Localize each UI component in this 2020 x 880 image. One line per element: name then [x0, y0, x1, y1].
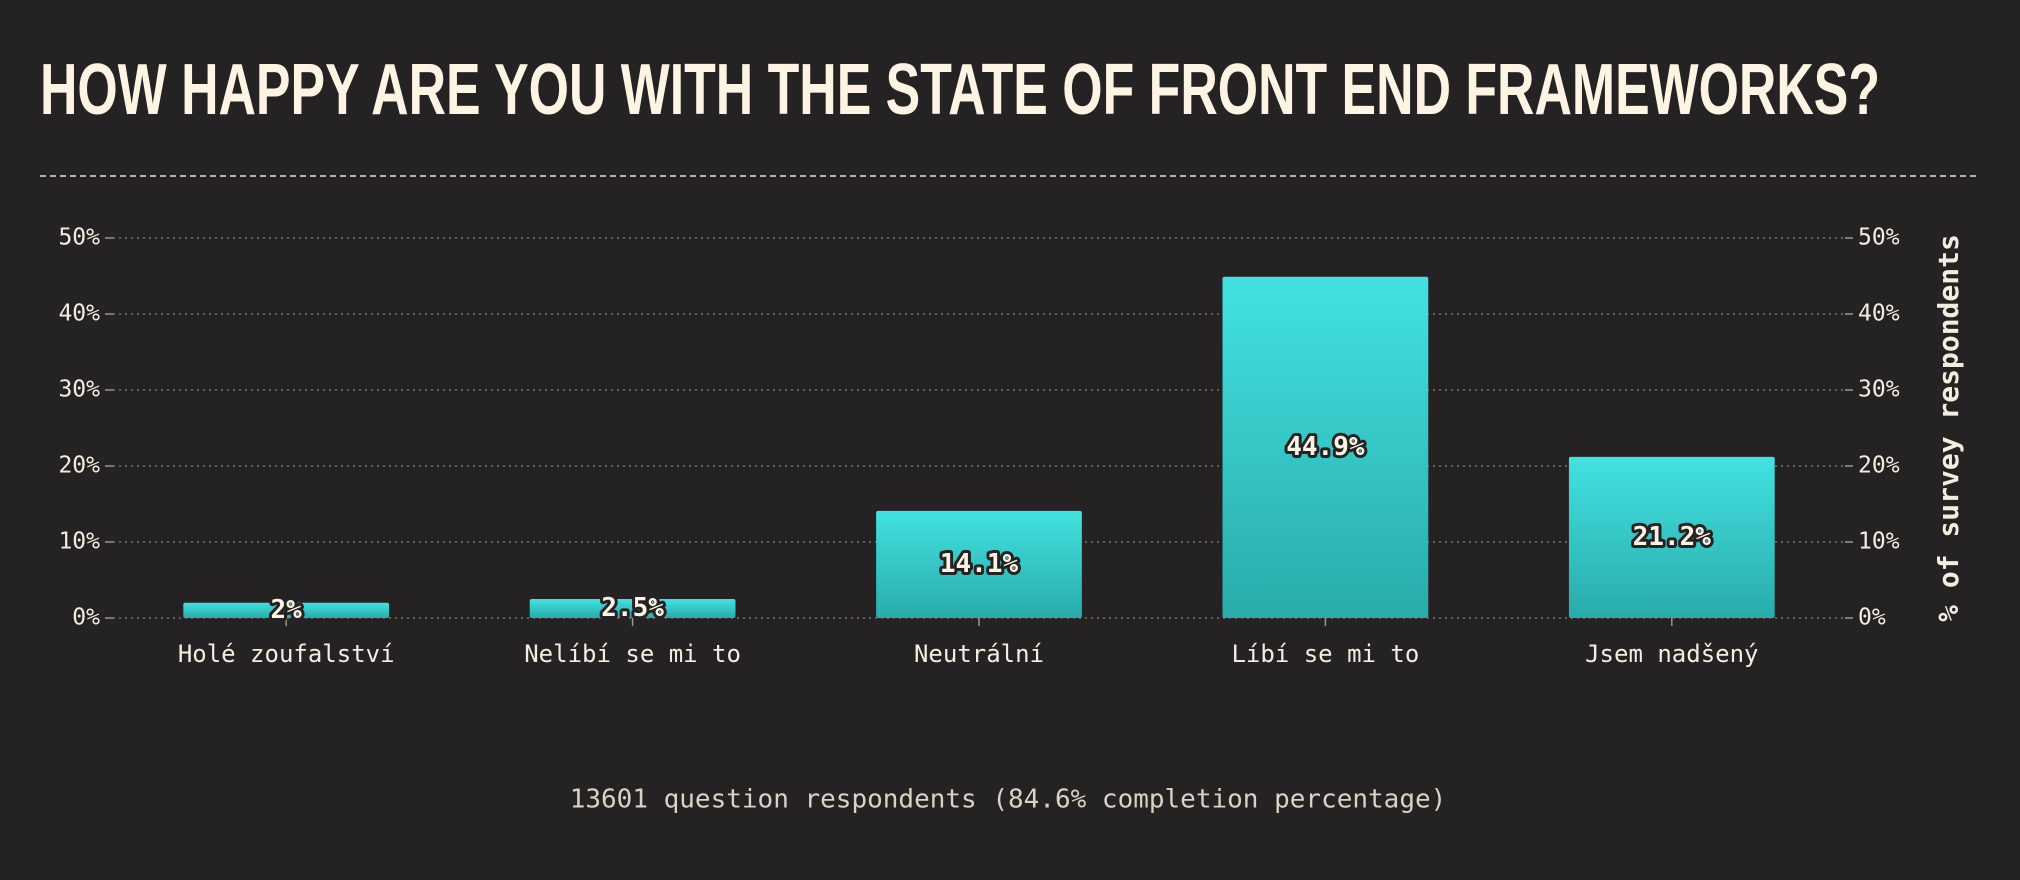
y2-tick-label: 40%	[1858, 301, 1900, 327]
y-tick-label: 40%	[58, 301, 100, 327]
bar	[1568, 456, 1775, 618]
y-tick-label: 10%	[58, 529, 100, 555]
x-tick-label: Holé zoufalství	[178, 640, 395, 668]
y2-tick-label: 0%	[1858, 605, 1886, 631]
bar	[1222, 276, 1429, 618]
value-label: 14.1%	[940, 549, 1019, 579]
y-tick-label: 0%	[72, 605, 100, 631]
y2-tick-label: 30%	[1858, 377, 1900, 403]
value-label: 21.2%	[1633, 522, 1712, 552]
value-label: 2%	[271, 595, 303, 625]
y-tick-label: 30%	[58, 377, 100, 403]
y2-tick-label: 10%	[1858, 529, 1900, 555]
x-tick-label: Neutrální	[914, 640, 1044, 668]
bar	[183, 602, 390, 618]
y2-tick-label: 50%	[1858, 225, 1900, 251]
bar	[876, 510, 1082, 618]
x-tick-label: Nelíbí se mi to	[524, 640, 741, 668]
x-tick-label: Jsem nadšený	[1585, 640, 1758, 668]
chart-title: HOW HAPPY ARE YOU WITH THE STATE OF FRON…	[40, 50, 1880, 130]
footnote: 13601 question respondents (84.6% comple…	[570, 785, 1447, 815]
y-tick-label: 50%	[58, 225, 100, 251]
bar	[529, 599, 736, 618]
x-tick-label: Líbí se mi to	[1231, 640, 1419, 668]
y2-tick-label: 20%	[1858, 453, 1900, 479]
y-tick-label: 20%	[58, 453, 100, 479]
value-label: 44.9%	[1286, 432, 1365, 462]
value-label: 2.5%	[601, 593, 664, 623]
y2-axis-title: % of survey respondents	[1932, 234, 1965, 622]
